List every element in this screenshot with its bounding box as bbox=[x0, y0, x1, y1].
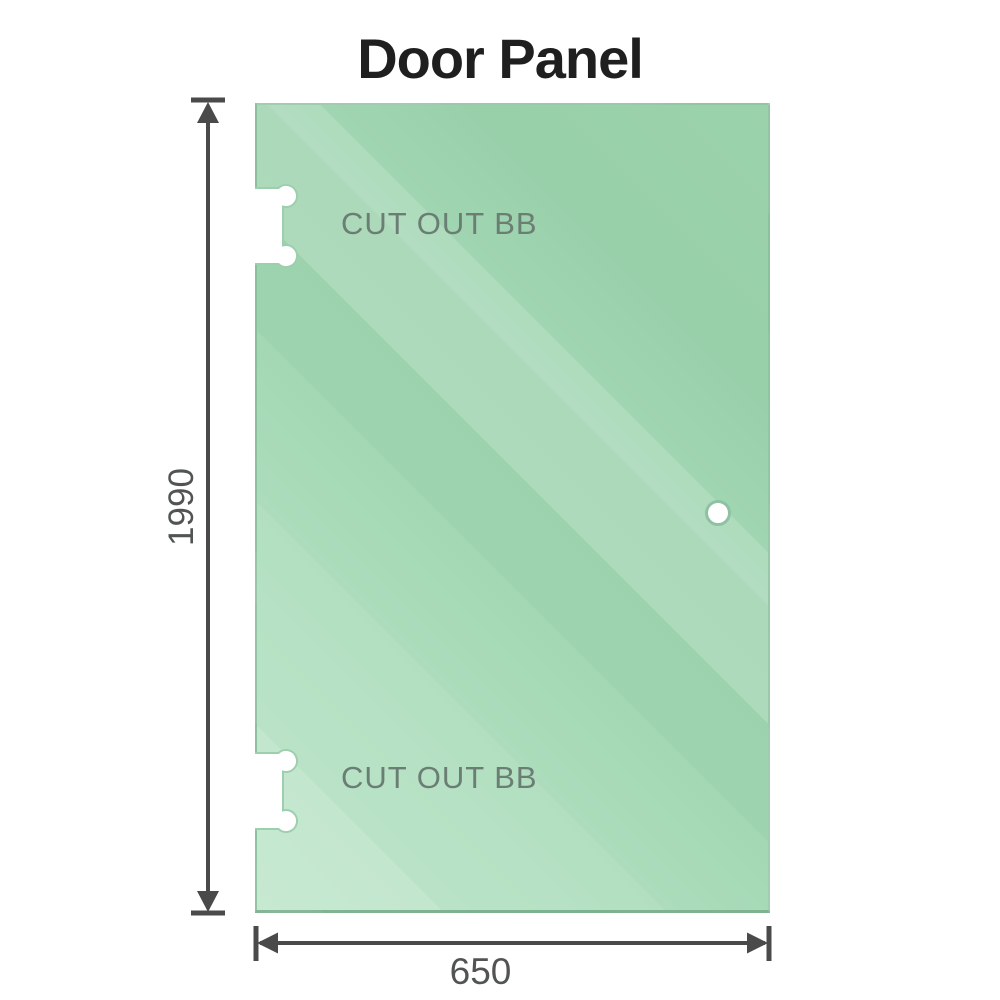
cutout-label-bottom: CUT OUT BB bbox=[341, 760, 538, 795]
height-dim-arrowhead-up-icon bbox=[197, 102, 219, 123]
width-dim-arrowhead-right-icon bbox=[747, 932, 768, 954]
hinge-cutout-bottom bbox=[250, 749, 298, 833]
height-dim-arrowhead-down-icon bbox=[197, 891, 219, 912]
glass-panel bbox=[255, 103, 770, 913]
page-title: Door Panel bbox=[357, 27, 644, 90]
handle-hole bbox=[705, 500, 731, 526]
hinge-cutout-top-outline bbox=[255, 184, 298, 268]
hinge-cutout-top bbox=[250, 184, 298, 268]
cutout-label-top: CUT OUT BB bbox=[341, 206, 538, 241]
hinge-cutout-bottom-shape bbox=[250, 749, 298, 833]
height-dimension-label: 1990 bbox=[162, 468, 201, 546]
hinge-cutout-top-shape bbox=[250, 184, 298, 268]
height-dimension-arrow bbox=[191, 97, 225, 916]
width-dimension-arrow bbox=[253, 926, 772, 961]
width-dimension-label: 650 bbox=[449, 951, 512, 992]
hinge-cutout-bottom-outline bbox=[255, 749, 298, 833]
